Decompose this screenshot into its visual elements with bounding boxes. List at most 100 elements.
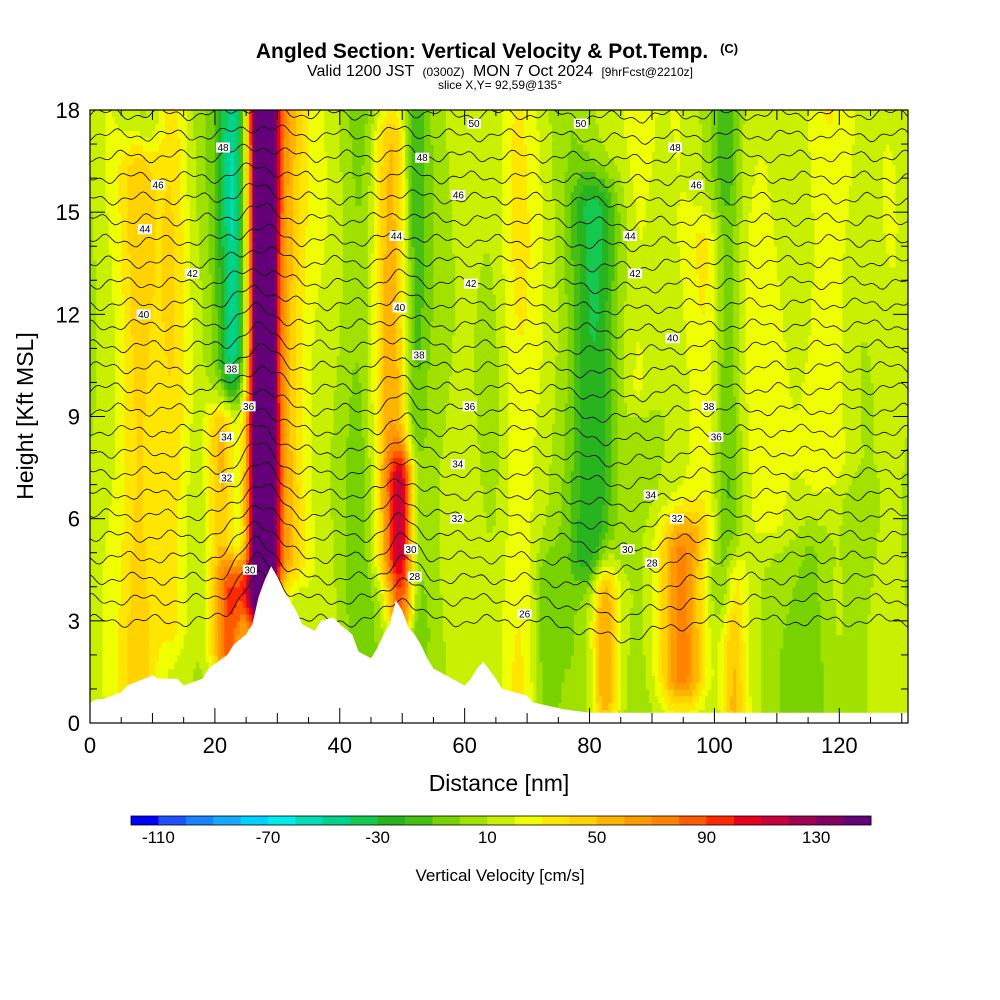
x-tick-label: 40 [328,733,352,758]
colorbar-swatch [322,816,351,825]
theta-contour-line [90,423,908,468]
theta-contours [90,110,908,644]
x-tick-label: 0 [84,733,96,758]
colorbar-tick-label: 50 [587,828,606,847]
colorbar-swatch [706,816,735,825]
colorbar-tick-label: 90 [697,828,716,847]
theta-contour-line [90,110,908,124]
colorbar [130,815,872,826]
contour-label: 36 [462,401,477,413]
theta-contour-line [90,442,908,490]
colorbar-swatch [679,816,707,825]
colorbar-tick-label: 10 [478,828,497,847]
theta-contour-line [90,284,908,316]
colorbar-tick-labels: -110 -70 -30 10 50 90 130 [142,828,830,847]
x-tick-labels: 0 20 40 60 80 100 120 [84,733,858,758]
contour-label: 34 [219,431,234,443]
x-tick-label: 20 [203,733,227,758]
contour-label: 50 [467,118,481,130]
x-tick-label: 100 [696,733,733,758]
colorbar-swatch [816,816,844,825]
colorbar-swatch [569,816,598,825]
contour-label: 28 [645,557,659,569]
y-tick-label: 3 [68,609,80,634]
theta-contour-labels: 50 50 48 48 48 46 46 46 44 44 44 42 42 42 40 40 40 38 38 38… [136,118,724,621]
theta-contour-line [90,268,908,295]
contour-label: 34 [450,459,465,471]
y-tick-label: 18 [56,98,80,123]
colorbar-tick-label: -30 [365,828,390,847]
theta-contour-line [90,223,908,253]
theta-contour-line [90,551,908,623]
theta-contour-line [90,461,908,513]
contour-label: 30 [242,564,257,576]
contour-label: 46 [451,190,466,202]
contour-label: 40 [136,309,151,321]
colorbar-tick-label: -70 [256,828,281,847]
colorbar-swatch [651,816,680,825]
colorbar-swatch [733,816,762,825]
svg-text:Angled Section: Vertical Veloc: Angled Section: Vertical Velocity & Pot.… [256,40,738,63]
contour-label: 32 [450,513,465,525]
contour-label: 46 [689,179,704,191]
contour-label: 40 [392,302,407,314]
svg-text:Valid 1200 JST (0300Z): Valid 1200 JST (0300Z) MON 7 Oct 2024 [9… [307,63,693,80]
theta-contour-line [90,202,908,232]
colorbar-swatch [268,816,296,825]
theta-contour-line [90,182,908,208]
colorbar-swatch [405,816,433,825]
colorbar-swatch [596,816,625,825]
contour-label: 46 [151,179,166,191]
colorbar-swatch [624,816,653,825]
terrain-profile [90,566,908,723]
theta-contour-line [90,366,908,403]
valid-zulu: (0300Z) [422,65,464,79]
y-tick-label: 6 [68,507,80,532]
contour-label: 30 [404,544,418,556]
contour-label: 40 [665,333,680,345]
theta-contour-line [90,246,908,273]
theta-contour-line [90,570,908,644]
valid-time: Valid 1200 JST [307,63,415,80]
valid-date: MON 7 Oct 2024 [473,63,593,80]
colorbar-swatch [487,816,516,825]
theta-contour-line [90,162,908,189]
contour-label: 36 [241,401,256,413]
colorbar-swatch [761,816,790,825]
theta-contour-line [90,406,908,447]
colorbar-swatch [377,816,406,825]
contour-label: 42 [628,268,643,280]
contour-label: 38 [701,401,716,413]
theta-contour-line [90,505,908,554]
theta-contour-line [90,124,908,145]
colorbar-label: Vertical Velocity [cm/s] [415,866,584,885]
y-tick-label: 0 [68,711,80,736]
x-tick-label: 120 [821,733,858,758]
colorbar-swatch [131,816,159,825]
y-axis-label: Height [Kft MSL] [12,332,38,499]
y-tick-label: 15 [56,200,80,225]
x-tick-label: 80 [577,733,601,758]
forecast-info: [9hrFcst@2210z] [601,65,693,79]
colorbar-tick-label: -110 [142,828,175,847]
contour-label: 36 [709,431,724,443]
plot-area [90,110,908,723]
colorbar-swatch [514,816,543,825]
contour-label: 26 [517,609,532,621]
colorbar-swatch [295,816,324,825]
contour-label: 42 [463,278,478,290]
theta-contour-line [90,321,908,360]
contour-label: 48 [216,142,230,154]
x-axis-label: Distance [nm] [429,770,570,796]
colorbar-swatch [542,816,570,825]
colorbar-swatch [185,816,214,825]
slice-info: slice X,Y= 92,59@135° [438,78,562,92]
y-tick-labels: 0 3 6 9 12 15 18 [56,98,80,736]
contour-label: 48 [415,152,430,164]
contour-label: 32 [670,513,684,525]
colorbar-swatch [843,816,872,825]
chart-title: Angled Section: Vertical Velocity & Pot.… [256,40,708,63]
contour-label: 38 [224,363,239,375]
colorbar-swatch [432,816,461,825]
